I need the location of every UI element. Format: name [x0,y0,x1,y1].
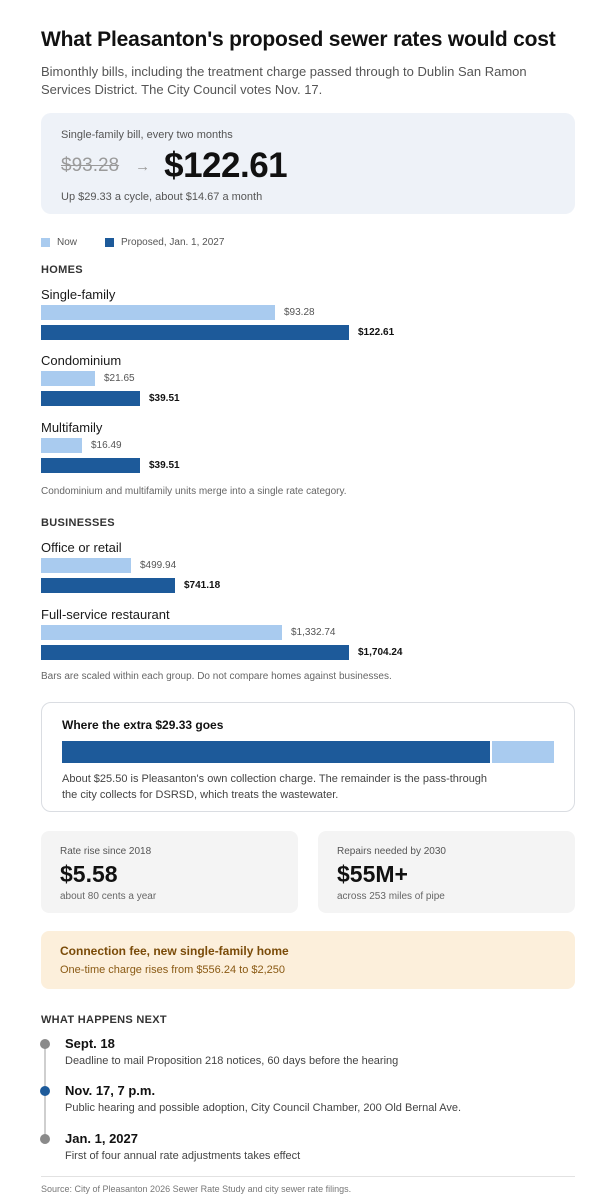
hero-new-value: $122.61 [164,146,288,185]
bar-value-now-multifamily: $16.49 [91,440,122,451]
legend-item-now: Now [41,237,77,248]
split-bar-collection [62,741,490,763]
stat-value: $5.58 [60,861,118,887]
hero-label: Single-family bill, every two months [61,129,233,141]
chart-note-homes: Condominium and multifamily units merge … [41,486,347,497]
bar-prop-multifamily [41,458,140,473]
bar-value-prop-full-service-restaurant: $1,704.24 [358,647,403,658]
hero-note: Up $29.33 a cycle, about $14.67 a month [61,191,263,203]
bar-now-full-service-restaurant [41,625,282,640]
bar-now-office-or-retail [41,558,131,573]
bar-prop-single-family [41,325,349,340]
bar-now-single-family [41,305,275,320]
source-note: Source: City of Pleasanton 2026 Sewer Ra… [41,1184,352,1194]
timeline-dot [40,1039,50,1049]
stat-label: Rate rise since 2018 [60,846,152,857]
legend-item-proposed: Proposed, Jan. 1, 2027 [105,237,224,248]
category-label-office-or-retail: Office or retail [41,540,122,555]
page-subtitle: Bimonthly bills, including the treatment… [41,64,527,97]
hero-values: $93.28 → $122.61 [61,146,288,186]
bar-value-prop-office-or-retail: $741.18 [184,580,221,591]
timeline-dot [40,1134,50,1144]
legend-swatch-now [41,238,50,247]
timeline-desc: First of four annual rate adjustments ta… [65,1150,301,1162]
timeline-date: Jan. 1, 2027 [65,1131,138,1146]
bar-value-prop-multifamily: $39.51 [149,460,180,471]
hero-card: Single-family bill, every two months $93… [41,113,575,214]
section-heading-homes: HOMES [41,264,83,276]
bar-value-prop-condominium: $39.51 [149,393,180,404]
category-label-condominium: Condominium [41,353,122,368]
split-text: About $25.50 is Pleasanton's own collect… [62,773,488,801]
bar-prop-full-service-restaurant [41,645,349,660]
chart-note-businesses: Bars are scaled within each group. Do no… [41,671,392,682]
timeline-desc: Deadline to mail Proposition 218 notices… [65,1055,399,1067]
category-label-single-family: Single-family [41,287,116,302]
timeline-desc: Public hearing and possible adoption, Ci… [65,1102,462,1114]
connection-fee-callout: Connection fee, new single-family home O… [41,931,575,989]
stat-label: Repairs needed by 2030 [337,846,446,857]
bar-prop-office-or-retail [41,578,175,593]
bar-now-multifamily [41,438,82,453]
stat-card-repairs: Repairs needed by 2030 $55M+ across 253 … [318,831,575,913]
stat-sub: across 253 miles of pipe [337,891,445,902]
stat-value: $55M+ [337,861,408,887]
stat-sub: about 80 cents a year [60,891,157,902]
category-label-full-service-restaurant: Full-service restaurant [41,607,170,622]
divider [41,1176,575,1177]
split-card: Where the extra $29.33 goes About $25.50… [41,702,575,812]
page-title: What Pleasanton's proposed sewer rates w… [41,28,556,51]
split-bar-passthrough [492,741,554,763]
chart-legend: Now Proposed, Jan. 1, 2027 [41,237,252,248]
timeline-date: Sept. 18 [65,1036,115,1051]
stat-card-rate-rise: Rate rise since 2018 $5.58 about 80 cent… [41,831,298,913]
bar-value-now-office-or-retail: $499.94 [140,560,177,571]
bar-value-now-condominium: $21.65 [104,373,135,384]
legend-swatch-proposed [105,238,115,247]
bar-now-condominium [41,371,95,386]
timeline-date: Nov. 17, 7 p.m. [65,1083,156,1098]
bar-value-now-full-service-restaurant: $1,332.74 [291,627,336,638]
timeline-heading: WHAT HAPPENS NEXT [41,1014,167,1026]
bar-prop-condominium [41,391,140,406]
split-title: Where the extra $29.33 goes [62,718,224,732]
legend-label-proposed: Proposed, Jan. 1, 2027 [121,237,225,248]
fee-sub: One-time charge rises from $556.24 to $2… [60,964,286,976]
fee-title: Connection fee, new single-family home [60,944,289,958]
arrow-right-icon: → [135,157,151,175]
timeline-dot [40,1086,50,1096]
hero-old-value: $93.28 [61,155,120,176]
bar-value-prop-single-family: $122.61 [358,327,395,338]
category-label-multifamily: Multifamily [41,420,103,435]
bar-value-now-single-family: $93.28 [284,307,315,318]
legend-label-now: Now [57,237,78,248]
section-heading-businesses: BUSINESSES [41,517,115,529]
